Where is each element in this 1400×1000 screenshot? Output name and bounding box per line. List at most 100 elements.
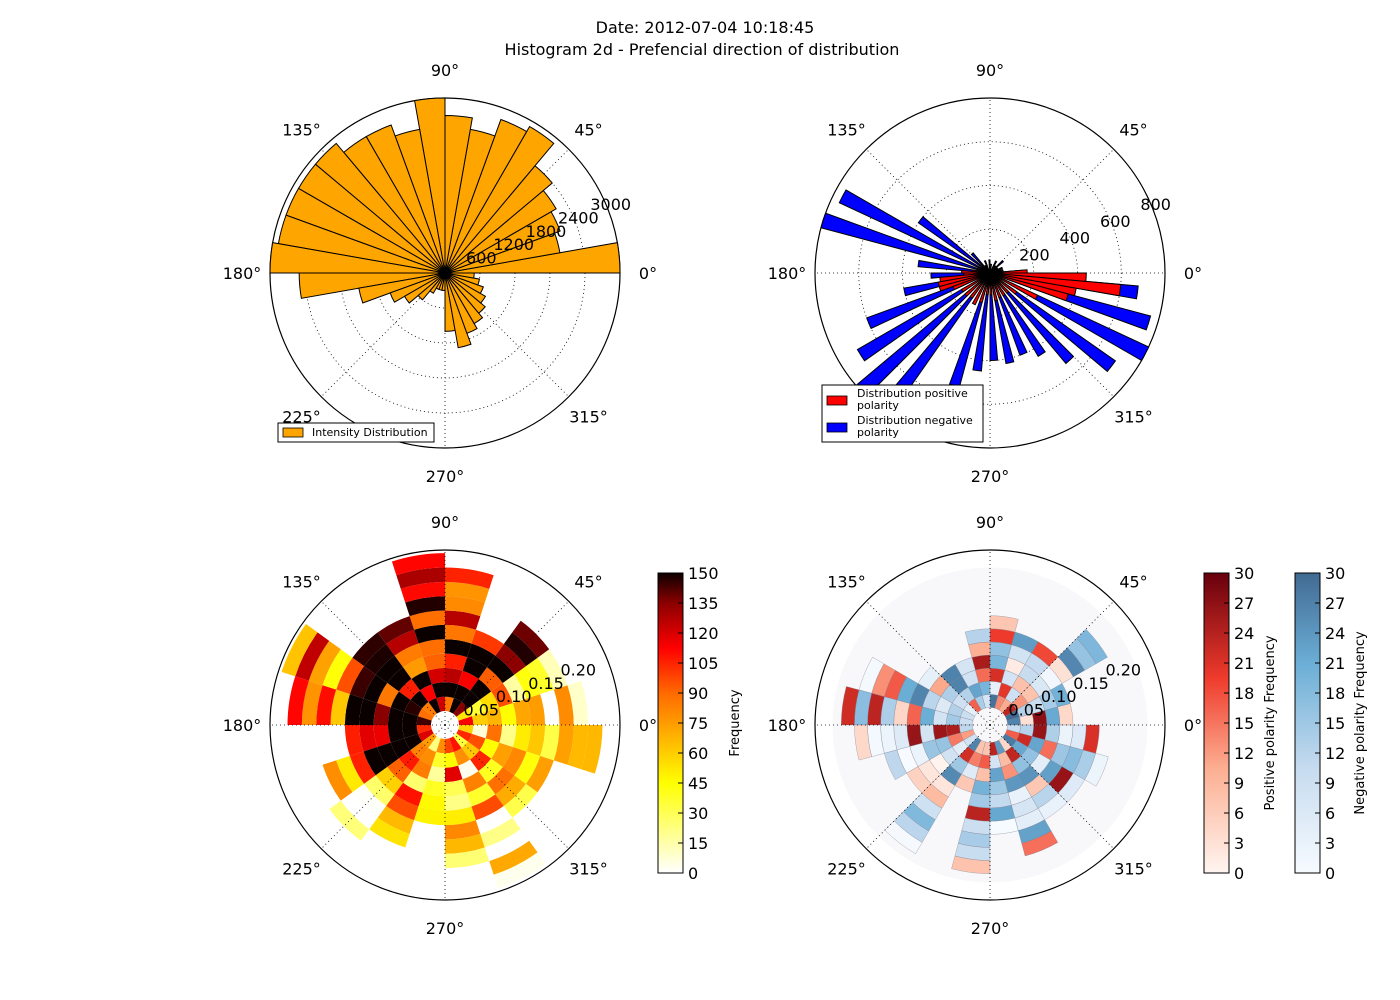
- negative-bar-320: [989, 272, 1117, 373]
- angle-label-315: 315°: [1114, 860, 1153, 879]
- radial-tick-labels: 0.050.100.150.20: [463, 660, 596, 719]
- heatmap-cell: [352, 632, 387, 667]
- heatmap-cell: [486, 655, 515, 684]
- colorbar-tick-label-120: 120: [688, 624, 719, 643]
- heatmap-cell: [445, 682, 459, 699]
- positive-polarity-bars: [937, 263, 1122, 306]
- colorbar-tick-label-0: 0: [1234, 864, 1244, 883]
- colorbar-tick-label-105: 105: [688, 654, 719, 673]
- colorbar-tick-label-30: 30: [1325, 564, 1345, 583]
- positive-bar-90: [988, 263, 991, 274]
- angle-label-225: 225°: [282, 860, 321, 879]
- colorbar-tick-label-135: 135: [688, 594, 719, 613]
- heatmap-cell: [549, 640, 582, 686]
- colorbar-tick-label-21: 21: [1325, 654, 1345, 673]
- positive-bar-355: [989, 272, 1087, 282]
- polarity-heatmap-plot: 0° 45° 90° 135° 180° 225° 270° 315° 0.050.100.1…: [768, 513, 1368, 938]
- heatmap-cell: [436, 696, 445, 712]
- heatmap-cell: [491, 683, 513, 708]
- heatmap-cell: [537, 649, 568, 690]
- heatmap-cell: [553, 685, 574, 725]
- legend-swatch-intensity: [282, 427, 304, 438]
- heatmap-cell: [375, 766, 404, 795]
- heatmap-cell: [418, 708, 434, 721]
- heatmap-cell: [352, 783, 387, 818]
- heatmap-cell: [400, 581, 445, 603]
- angle-label-270: 270°: [971, 467, 1010, 486]
- heatmap-cell: [884, 820, 923, 855]
- heatmap-cell: [512, 620, 550, 658]
- intensity-bars: [269, 97, 621, 349]
- colorbar-tick-label-12: 12: [1325, 744, 1345, 763]
- heatmap-cell: [322, 760, 353, 801]
- angle-label-90: 90°: [976, 513, 1004, 532]
- heatmap-cell: [375, 655, 404, 684]
- heatmap-cell: [386, 629, 419, 656]
- colorbar-tick-label-60: 60: [688, 744, 708, 763]
- radial-label-0.20: 0.20: [1105, 660, 1141, 679]
- angle-label-45: 45°: [1119, 121, 1147, 140]
- colorbar-negative: 0 3 6 9 12 15 18 21 24 27 30 Negative polarity Fre…: [1294, 564, 1368, 883]
- heatmap-cell: [305, 817, 353, 865]
- radial-label-600: 600: [466, 249, 497, 268]
- angle-label-90: 90°: [431, 61, 459, 80]
- positive-bar-280: [989, 272, 998, 302]
- heatmap-cell: [499, 725, 517, 748]
- heatmap-cell: [445, 567, 494, 589]
- heatmap-cell: [387, 707, 405, 725]
- radial-label-200: 200: [1019, 245, 1050, 264]
- heatmap-cell: [458, 716, 474, 725]
- heatmap-cell: [502, 674, 527, 703]
- heatmap-cell: [394, 643, 423, 668]
- radial-label-0.05: 0.05: [463, 701, 499, 720]
- heatmap-cell: [428, 698, 441, 714]
- radial-label-1200: 1200: [493, 235, 534, 254]
- heatmap-cell: [462, 657, 487, 679]
- legend: Distribution positive polarity Distribut…: [821, 384, 984, 443]
- angle-label-180: 180°: [223, 716, 262, 735]
- heatmap-cell: [1057, 724, 1074, 747]
- polar-frame: [269, 549, 621, 901]
- legend-box: [821, 384, 984, 443]
- heatmap-cell: [456, 708, 472, 721]
- intensity-bar-230: [429, 272, 446, 294]
- intensity-bar-330: [444, 272, 485, 295]
- heatmap-cell: [971, 779, 991, 796]
- angle-label-270: 270°: [426, 467, 465, 486]
- heatmap-cell: [390, 738, 411, 759]
- colorbar-positive-label: Positive polarity Frequency: [1263, 635, 1278, 810]
- heatmap-cell: [411, 759, 432, 780]
- heatmap-cell: [445, 833, 485, 854]
- heatmap-cell: [479, 738, 500, 759]
- colorbar-tick-label-75: 75: [688, 714, 708, 733]
- colorbar-tick-label-6: 6: [1325, 804, 1335, 823]
- colorbar-tick-label-12: 12: [1234, 744, 1254, 763]
- colorbar-tick-label-30: 30: [688, 804, 708, 823]
- heatmap-cell: [416, 725, 432, 734]
- heatmap-cell: [445, 779, 468, 797]
- heatmap-cell: [1076, 628, 1108, 664]
- colorbar-positive-ticks: 0 3 6 9 12 15 18 21 24 27 30: [1224, 564, 1254, 883]
- heatmap-cell: [475, 805, 513, 834]
- intensity-bar-320: [444, 272, 487, 304]
- heatmap-cell: [359, 698, 378, 725]
- heatmap-cell: [485, 725, 503, 743]
- heatmap-cell: [456, 729, 472, 742]
- angle-tick-labels: 0° 45° 90° 135° 180° 225° 270° 315°: [223, 61, 657, 486]
- heatmap-cell: [403, 771, 428, 793]
- angle-label-270: 270°: [426, 919, 465, 938]
- heatmap-cell: [422, 653, 445, 671]
- negative-bar-210: [856, 272, 991, 362]
- radial-label-0.10: 0.10: [1041, 687, 1077, 706]
- legend-label-intensity: Intensity Distribution: [312, 426, 428, 439]
- heatmap-cell: [402, 725, 419, 739]
- positive-bar-175: [961, 269, 991, 274]
- radial-label-0.10: 0.10: [496, 687, 532, 706]
- heatmap-cell: [377, 683, 399, 708]
- heatmap-cell: [572, 623, 609, 677]
- heatmap-cell: [411, 670, 432, 691]
- angle-label-225: 225°: [282, 408, 321, 427]
- angle-label-135: 135°: [827, 121, 866, 140]
